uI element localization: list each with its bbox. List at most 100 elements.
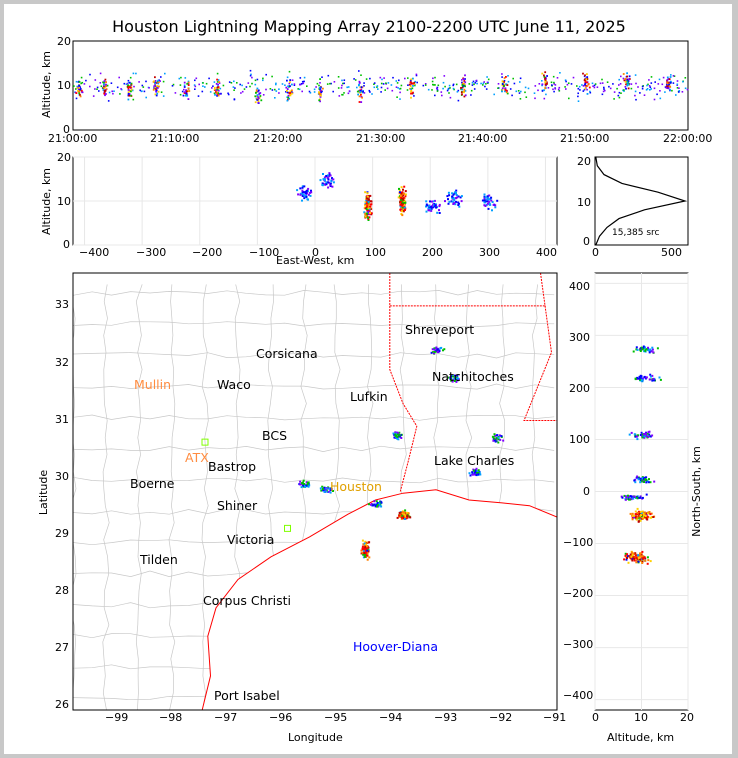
ew-xtick: −100: [249, 246, 280, 259]
map-source: [363, 552, 366, 555]
time-height-source: [460, 88, 462, 91]
time-height-point: [286, 91, 289, 94]
ew-point: [329, 182, 332, 185]
ew-point: [404, 193, 407, 196]
time-height-source: [384, 89, 386, 91]
time-height-source: [254, 79, 257, 82]
time-height-source: [148, 87, 150, 89]
th-xtick: 22:00:00: [663, 132, 713, 145]
map-source: [396, 516, 399, 519]
time-height-point: [214, 93, 216, 96]
map-ytick: 28: [55, 584, 69, 597]
ew-point: [455, 194, 458, 196]
map-source: [364, 548, 367, 551]
time-height-point: [464, 94, 467, 97]
ns-point: [636, 511, 639, 514]
time-height-source: [577, 92, 579, 95]
time-height-point: [505, 91, 508, 94]
time-height-source: [96, 88, 98, 90]
map-source: [440, 346, 443, 349]
time-height-source: [194, 79, 196, 82]
time-height-source: [577, 87, 580, 90]
time-height-point: [286, 79, 288, 82]
time-height-point: [501, 83, 504, 85]
time-height-source: [623, 89, 625, 91]
city-label-victoria: Victoria: [227, 532, 275, 547]
time-height-source: [382, 83, 385, 85]
time-height-source: [480, 82, 482, 85]
ew-point: [299, 187, 302, 190]
ns-ytick: 300: [569, 331, 590, 344]
time-height-point: [155, 94, 158, 97]
ew-point: [401, 195, 404, 198]
map-source: [380, 505, 383, 508]
time-height-source: [520, 90, 522, 93]
time-height-source: [123, 82, 126, 85]
hist-ytick: 0: [583, 235, 590, 248]
map-source: [398, 515, 401, 518]
county-border: [73, 383, 555, 390]
ew-point: [324, 179, 326, 182]
ew-point: [430, 207, 433, 210]
hist-xtick: 0: [592, 246, 599, 259]
time-height-source: [398, 79, 400, 82]
ew-point: [323, 176, 326, 179]
time-height-source: [306, 85, 308, 87]
time-height-source: [363, 85, 365, 87]
time-height-source: [583, 88, 586, 91]
time-height-source: [343, 79, 346, 81]
time-height-point: [622, 73, 625, 75]
coastline: [201, 489, 557, 710]
time-height-point: [255, 89, 258, 92]
ew-point: [486, 196, 489, 199]
map-source: [397, 432, 400, 435]
time-height-point: [544, 77, 546, 79]
time-height-source: [315, 86, 317, 88]
ns-point: [644, 346, 647, 349]
map-source: [332, 490, 334, 492]
time-height-source: [343, 92, 345, 94]
time-height-source: [517, 90, 520, 92]
hist-xtick: 500: [661, 246, 682, 259]
time-height-point: [505, 76, 507, 78]
time-height-source: [407, 84, 409, 86]
time-height-source: [171, 85, 174, 87]
time-height-point: [625, 83, 627, 86]
ns-point: [631, 517, 634, 519]
time-height-point: [157, 90, 160, 93]
time-height-source: [519, 81, 521, 83]
time-height-source: [341, 84, 343, 87]
map-source: [430, 351, 433, 354]
ew-point: [403, 206, 406, 209]
time-height-point: [105, 83, 107, 86]
ns-point: [634, 435, 637, 438]
time-height-source: [184, 77, 187, 79]
ns-point: [643, 517, 646, 519]
ns-point: [635, 518, 638, 521]
map-xlabel: Longitude: [288, 731, 343, 744]
map-source: [362, 556, 365, 559]
time-height-source: [470, 94, 472, 96]
map-source: [366, 547, 369, 550]
ns-point: [631, 518, 634, 521]
time-height-source: [624, 86, 627, 88]
ns-point: [639, 519, 642, 522]
ew-point: [307, 187, 310, 190]
time-height-point: [77, 88, 80, 90]
ns-point: [645, 376, 648, 379]
ew-point: [403, 201, 406, 204]
time-height-source: [630, 83, 633, 85]
ew-height-ylabel: Altitude, km: [40, 167, 54, 236]
time-height-point: [318, 91, 320, 93]
map-source: [431, 348, 434, 351]
ew-point: [329, 185, 332, 187]
map-xtick: −97: [214, 711, 238, 724]
chart-title: Houston Lightning Mapping Array 2100-220…: [112, 17, 626, 36]
time-height-point: [217, 79, 220, 81]
county-border: [73, 476, 555, 484]
time-height-point: [217, 89, 220, 92]
time-height-source: [326, 83, 329, 85]
time-height-point: [628, 78, 631, 80]
time-height-point: [103, 92, 106, 95]
